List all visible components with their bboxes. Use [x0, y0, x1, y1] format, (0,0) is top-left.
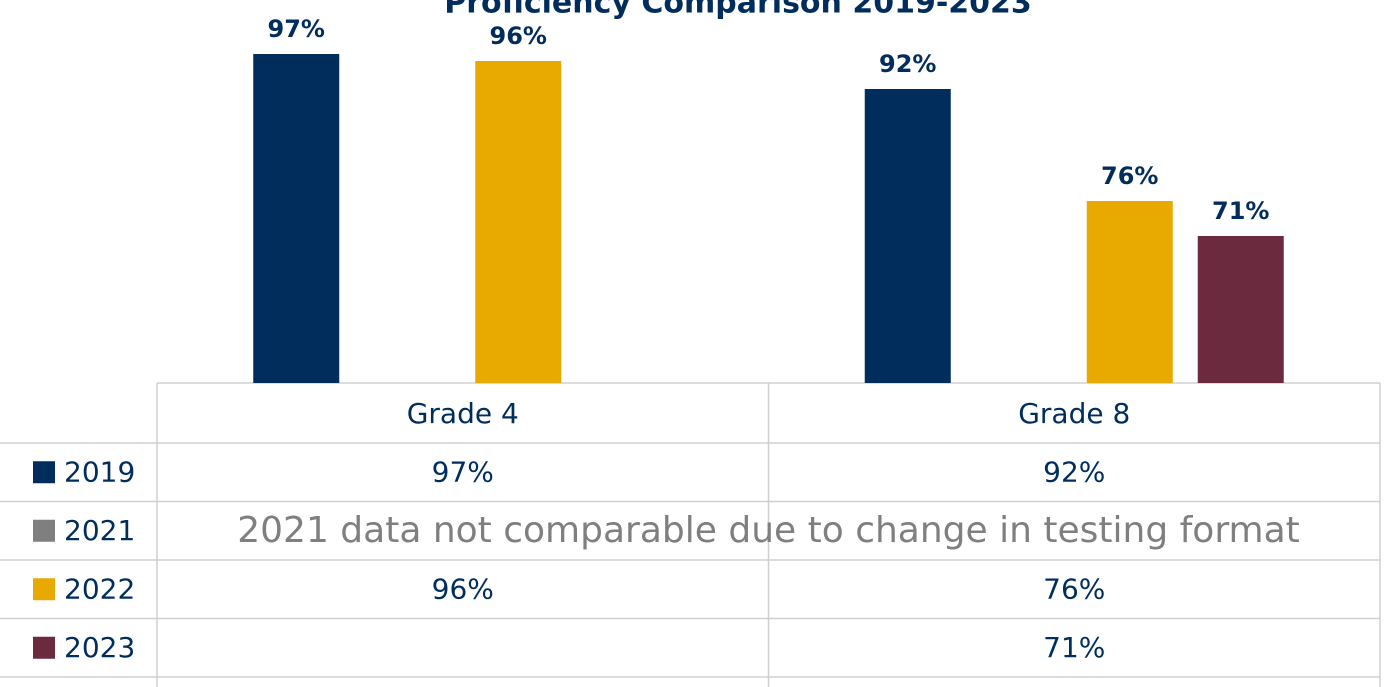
value-label: 76%: [1101, 162, 1158, 190]
bar: [1197, 236, 1284, 383]
table-cell: 96%: [432, 572, 494, 605]
legend-label: 2019: [64, 455, 135, 488]
bar: [475, 61, 562, 383]
legend-label: 2022: [64, 572, 135, 605]
legend-swatch: [33, 578, 55, 601]
table-cell: 76%: [1043, 572, 1105, 605]
value-label: 71%: [1212, 197, 1269, 225]
legend-swatch: [33, 519, 55, 542]
legend-label: 2023: [64, 631, 135, 664]
category-label: Grade 8: [1018, 397, 1130, 430]
table-cell: 92%: [1043, 455, 1105, 488]
category-label: Grade 4: [407, 397, 519, 430]
legend-swatch: [33, 636, 55, 659]
legend-label: 2021: [64, 514, 135, 547]
value-label: 96%: [490, 22, 547, 50]
annotation: 2021 data not comparable due to change i…: [237, 510, 1300, 551]
table-cell: 71%: [1043, 631, 1105, 664]
bar: [1086, 201, 1173, 383]
legend-swatch: [33, 461, 55, 484]
table-cell: 97%: [432, 455, 494, 488]
value-label: 97%: [268, 15, 325, 43]
bar: [253, 54, 340, 383]
chart-title: Proficiency Comparison 2019-2023: [444, 0, 1032, 21]
bar: [864, 89, 951, 383]
value-label: 92%: [879, 50, 936, 78]
